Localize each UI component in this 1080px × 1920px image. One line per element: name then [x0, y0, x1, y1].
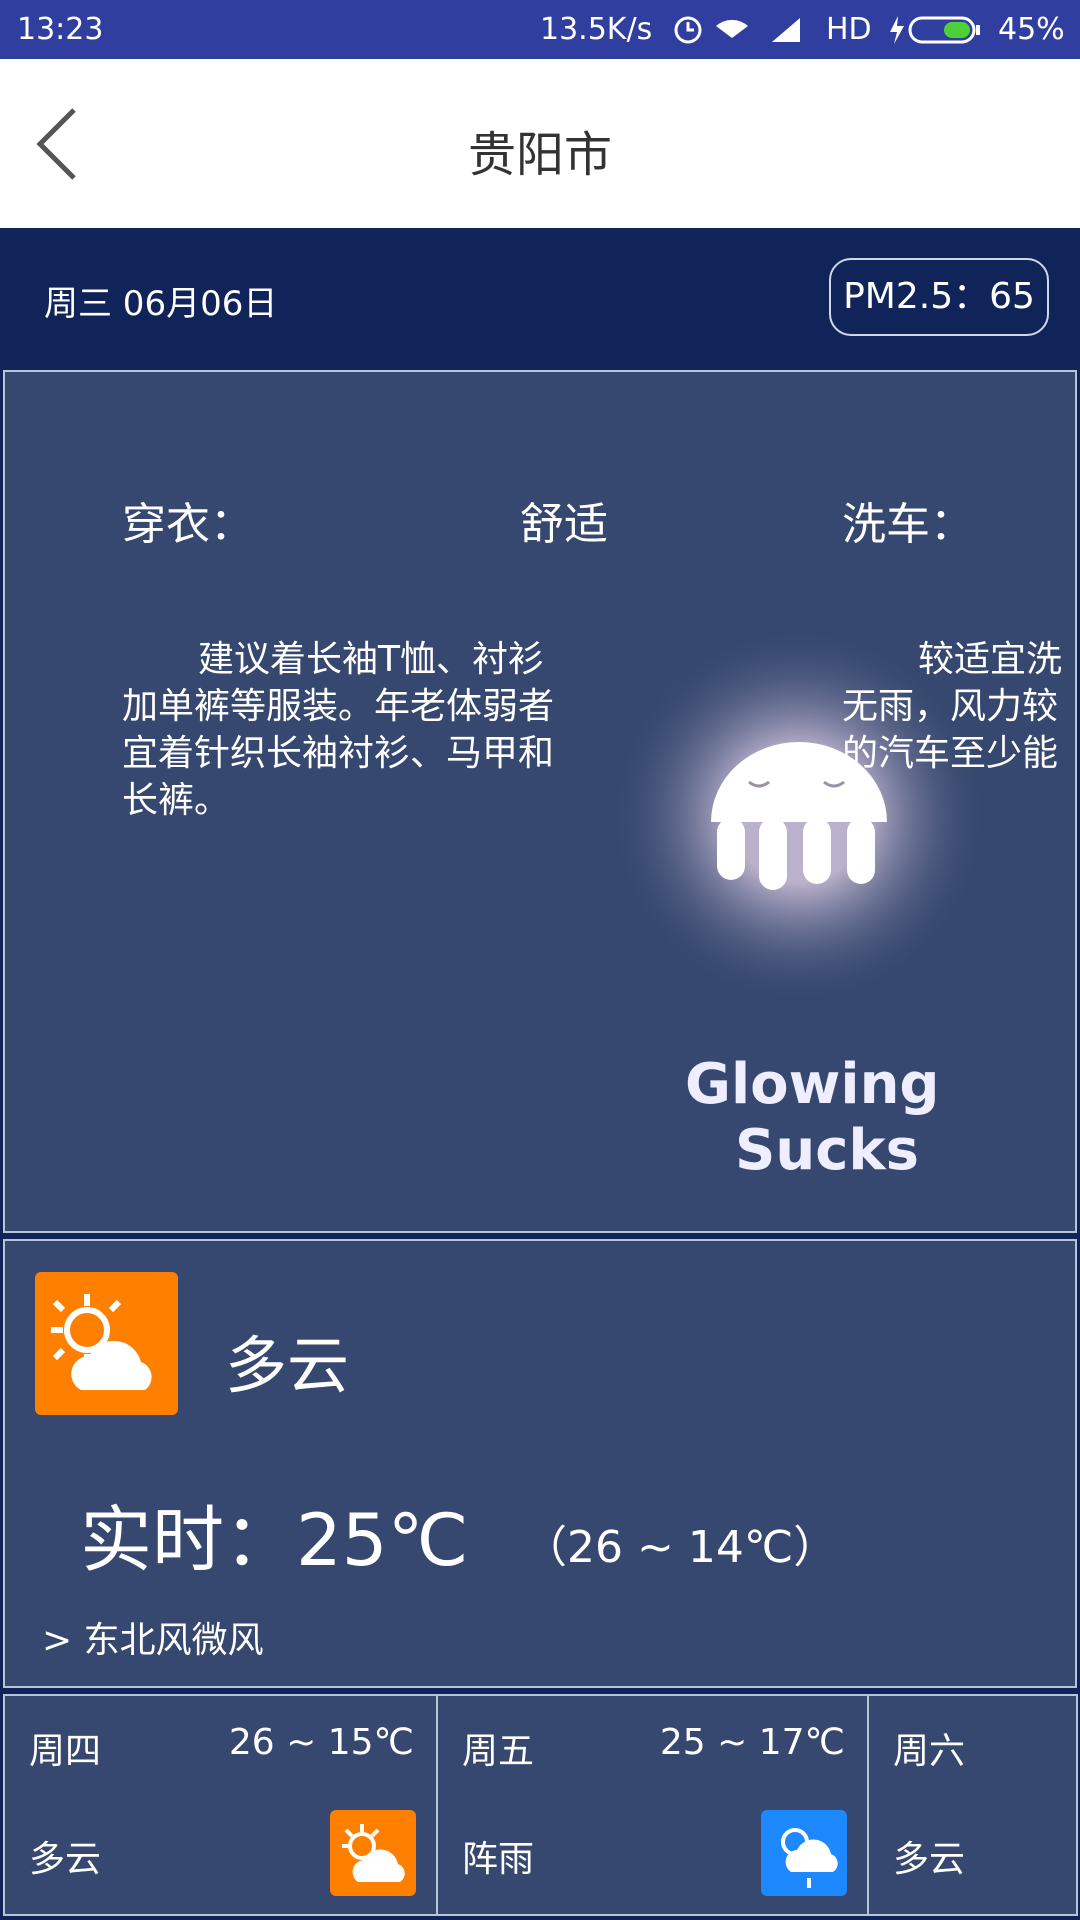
clothing-label: 穿衣：: [122, 499, 254, 550]
status-icons: [674, 16, 800, 44]
image-text: Sucks: [735, 1118, 919, 1183]
text-line: 加单裤等服装。年老体弱者: [122, 686, 555, 727]
forecast-cell[interactable]: 周六 多云: [867, 1694, 1078, 1916]
text-line: 的汽车至少能: [842, 733, 1059, 774]
forecast-range: 25 ~ 17℃: [659, 1722, 845, 1763]
status-speed: 13.5K/s: [540, 12, 653, 47]
carwash-label: 洗车：: [842, 499, 974, 550]
text-line: 长裤。: [122, 780, 231, 821]
text-line: 较适宜洗: [918, 639, 1063, 680]
forecast-condition: 阵雨: [462, 1839, 535, 1880]
status-network: HD: [826, 12, 872, 47]
forecast-day: 周五: [462, 1731, 535, 1772]
forecast-icon: [761, 1810, 847, 1896]
weather-icon: [35, 1272, 178, 1415]
back-button[interactable]: [30, 104, 90, 184]
forecast-cell[interactable]: 周四 26 ~ 15℃ 多云: [3, 1694, 438, 1916]
forecast-day: 周四: [29, 1731, 102, 1772]
current-temp: 实时：25℃: [80, 1498, 469, 1582]
text-line: 无雨，风力较: [842, 686, 1059, 727]
jellyfish-image: [609, 632, 989, 1006]
index-card: Glowing Sucks 穿衣： 舒适 洗车： 建议着长袖T恤、衬衫加单裤等服…: [3, 370, 1077, 1233]
current-range: （26 ~ 14℃）: [523, 1522, 838, 1573]
status-battery: 45%: [998, 12, 1065, 47]
forecast-condition: 多云: [893, 1839, 966, 1880]
pm25-badge: PM2.5：65: [829, 258, 1049, 336]
forecast-day: 周六: [893, 1731, 966, 1772]
forecast-range: 26 ~ 15℃: [228, 1722, 414, 1763]
status-bar: 13:23 13.5K/s HD 45%: [0, 0, 1080, 59]
header: 贵阳市: [0, 59, 1080, 228]
current-wind: > 东北风微风: [42, 1620, 264, 1661]
current-panel: 多云 实时：25℃ （26 ~ 14℃） > 东北风微风: [3, 1239, 1077, 1688]
status-time: 13:23: [17, 12, 104, 47]
forecast-condition: 多云: [29, 1839, 102, 1880]
text-line: 宜着针织长袖衬衫、马甲和: [122, 733, 555, 774]
header-title: 贵阳市: [467, 127, 612, 183]
current-condition: 多云: [225, 1329, 350, 1402]
forecast-icon: [330, 1810, 416, 1896]
date: 周三 06月06日: [44, 284, 278, 324]
battery-icon: [890, 16, 980, 44]
forecast-cell[interactable]: 周五 25 ~ 17℃ 阵雨: [436, 1694, 869, 1916]
image-text: Glowing: [685, 1052, 940, 1117]
clothing-level: 舒适: [520, 499, 608, 550]
text-line: 建议着长袖T恤、衬衫: [198, 639, 544, 680]
